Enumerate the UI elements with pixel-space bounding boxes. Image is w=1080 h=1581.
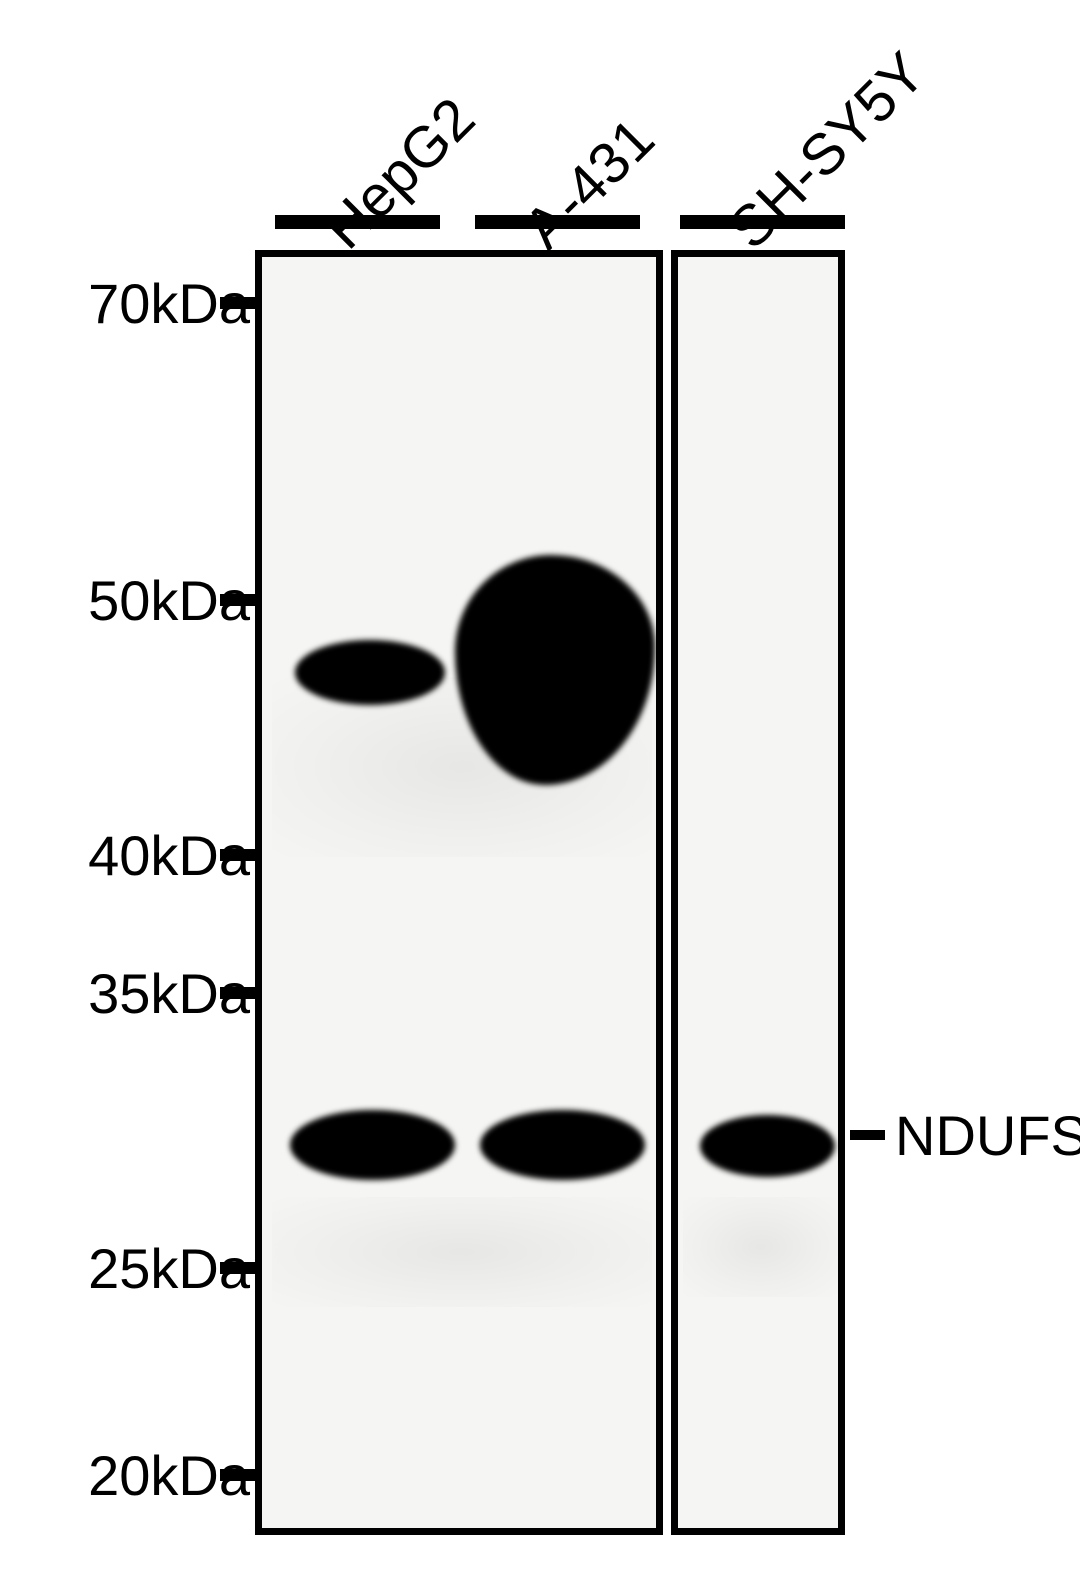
blot-area [255, 250, 845, 1535]
blot-band [700, 1115, 835, 1177]
mw-marker-tick [220, 1262, 255, 1274]
lane-label-text: HepG2 [310, 85, 487, 262]
mw-marker-tick [220, 849, 255, 861]
target-label: NDUFS3 [895, 1103, 1080, 1168]
mw-marker-tick [220, 297, 255, 309]
mw-marker-tick [220, 1469, 255, 1481]
mw-marker-label: 40kDa [30, 823, 250, 888]
lane-label-text: SH-SY5Y [715, 39, 938, 262]
blot-band [480, 1110, 645, 1180]
mw-marker-label: 25kDa [30, 1236, 250, 1301]
mw-marker-label: 35kDa [30, 961, 250, 1026]
blot-band [295, 640, 445, 705]
lane-label-bar: HepG2 [275, 215, 440, 229]
lane-label-bar: A-431 [475, 215, 640, 229]
membrane-panel-left [255, 250, 663, 1535]
mw-marker-tick [220, 594, 255, 606]
background-noise [272, 1197, 652, 1307]
western-blot-figure: HepG2 A-431 SH-SY5Y 70kDa 50kDa 40kDa 35kDa… [0, 0, 1080, 1581]
membrane-panel-right [671, 250, 845, 1535]
lane-label-bar: SH-SY5Y [680, 215, 845, 229]
mw-marker-label: 70kDa [30, 271, 250, 336]
background-noise [683, 1197, 838, 1297]
target-tick [850, 1130, 885, 1140]
mw-marker-tick [220, 987, 255, 999]
blot-band [290, 1110, 455, 1180]
mw-marker-label: 20kDa [30, 1443, 250, 1508]
lane-label-text: A-431 [510, 105, 667, 262]
mw-marker-label: 50kDa [30, 568, 250, 633]
